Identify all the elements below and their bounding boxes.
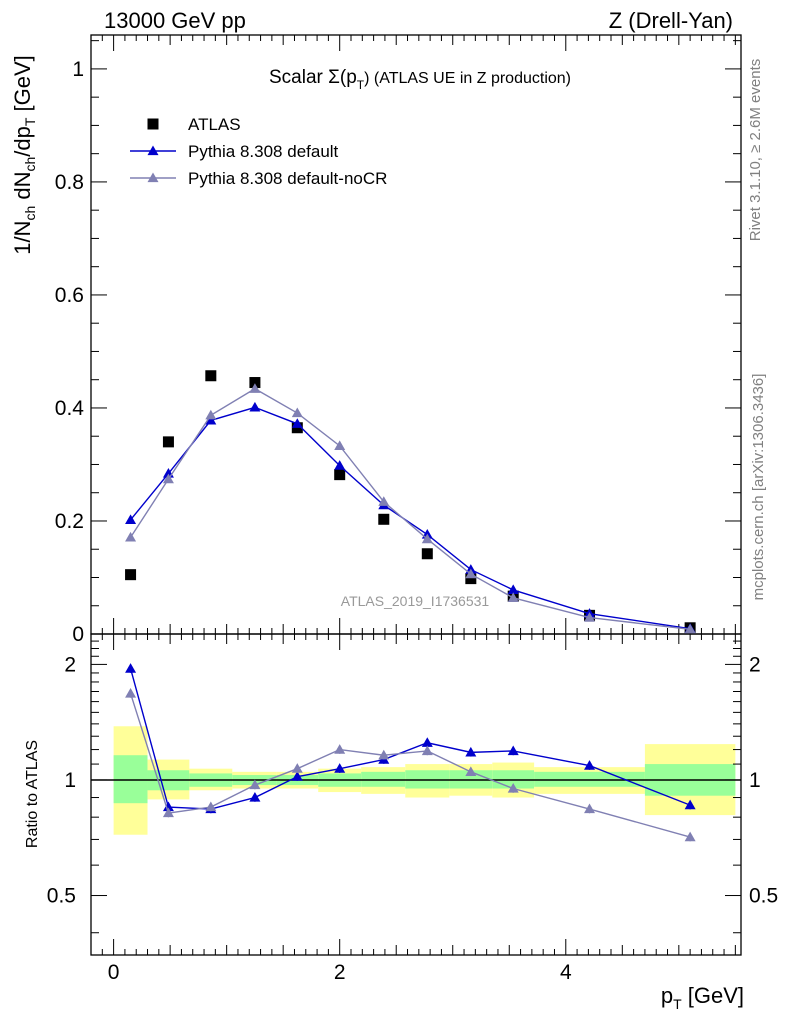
ratio-1-point-5 — [334, 763, 346, 773]
series-0-point-5 — [334, 469, 346, 481]
series-line-1 — [130, 406, 691, 630]
series-0-point-8 — [465, 573, 477, 585]
series-line-2 — [129, 387, 691, 631]
legend-marker-1 — [147, 145, 159, 156]
ratio-tick-label-left-2: 2 — [64, 653, 76, 676]
side-text-bottom: mcplots.cern.ch [arXiv:1306.3436] — [750, 374, 767, 601]
ratio-2-point-8 — [465, 766, 477, 776]
series-0-point-3 — [249, 377, 261, 389]
y-tick-label-2: 0.4 — [55, 397, 85, 420]
series-0-point-6 — [378, 513, 390, 525]
series-1-point-9 — [507, 584, 519, 595]
series-2-point-0 — [125, 531, 137, 542]
ratio-1-point-3 — [249, 792, 261, 802]
y-tick-label-4: 0.8 — [55, 171, 84, 194]
x-tick-label-2: 2 — [334, 961, 346, 984]
series-0-point-7 — [421, 548, 433, 560]
ratio-2-point-6 — [378, 749, 390, 760]
x-tick-label-0: 0 — [108, 961, 120, 984]
ratio-2-point-1 — [162, 807, 174, 818]
series-2-point-11 — [684, 623, 696, 634]
y-tick-label-0: 0 — [72, 623, 84, 646]
series-2-point-9 — [507, 592, 519, 602]
y-tick-label-3: 0.6 — [55, 284, 84, 307]
ratio-2-point-0 — [125, 687, 137, 698]
legend-label-0: ATLAS — [188, 115, 241, 134]
ratio-2-point-7 — [421, 745, 433, 756]
ratio-1-point-7 — [421, 737, 433, 747]
series-1-point-2 — [205, 414, 217, 425]
header-left: 13000 GeV pp — [104, 8, 246, 33]
series-2-point-4 — [291, 407, 303, 418]
data-marks — [125, 370, 696, 842]
y-tick-label-1: 0.2 — [55, 510, 84, 533]
side-text-top: Rivet 3.1.10, ≥ 2.6M events — [747, 59, 764, 242]
series-2-point-7 — [421, 533, 433, 544]
series-2-point-8 — [465, 568, 477, 579]
series-2-point-2 — [205, 409, 217, 420]
ratio-1-point-11 — [684, 799, 696, 810]
legend: ATLAS Pythia 8.308 default Pythia 8.308 de… — [130, 115, 387, 188]
x-axis-label: pT [GeV] — [661, 983, 744, 1012]
ratio-tick-label-left-0: 0.5 — [47, 885, 76, 908]
legend-label-1: Pythia 8.308 default — [188, 142, 339, 161]
y-tick-label-5: 1 — [72, 58, 84, 81]
ratio-line-2 — [129, 693, 691, 838]
ratio-1-point-1 — [162, 801, 174, 812]
series-0-point-2 — [205, 370, 217, 382]
ratio-tick-label-right-2: 2 — [749, 653, 761, 676]
series-1-point-3 — [249, 401, 261, 412]
ratio-2-point-2 — [205, 801, 217, 812]
x-tick-label-4: 4 — [560, 961, 572, 984]
ratio-uncertainty-bands — [91, 726, 741, 835]
ratio-1-point-9 — [507, 745, 519, 756]
ratio-2-point-5 — [334, 744, 346, 754]
series-0-point-0 — [125, 569, 137, 581]
ratio-tick-label-left-1: 1 — [64, 769, 76, 792]
ratio-2-point-11 — [684, 831, 696, 842]
ratio-1-point-0 — [125, 663, 137, 673]
ratio-2-point-10 — [584, 803, 596, 814]
ratio-1-point-10 — [584, 760, 596, 770]
ratio-2-point-9 — [507, 783, 519, 793]
legend-marker-2 — [147, 172, 159, 183]
chart-title: Scalar Σ(pT) (ATLAS UE in Z production) — [269, 67, 571, 92]
watermark: ATLAS_2019_I1736531 — [341, 593, 490, 609]
series-0-point-1 — [162, 436, 174, 448]
legend-marker-0 — [147, 118, 159, 130]
y-axis-label: 1/Nch dNch/dpT [GeV] — [10, 55, 38, 255]
series-2-point-5 — [334, 440, 346, 450]
series-1-point-4 — [291, 418, 303, 428]
axes: 0 2 4 0 0.2 0.4 0.6 0.8 1 0.5 0.5 1 1 2 2 — [47, 34, 778, 984]
series-2-point-3 — [249, 383, 261, 393]
ratio-panel-frame — [90, 633, 742, 956]
ratio-2-point-3 — [249, 779, 261, 790]
series-1-point-5 — [334, 460, 346, 470]
series-2-point-6 — [378, 496, 390, 506]
header-right: Z (Drell-Yan) — [609, 8, 733, 33]
ratio-2-point-4 — [291, 763, 303, 773]
ratio-tick-label-right-0: 0.5 — [749, 885, 778, 908]
series-2-point-1 — [162, 473, 174, 484]
legend-label-2: Pythia 8.308 default-noCR — [188, 169, 387, 188]
series-1-point-0 — [125, 514, 137, 524]
series-2-point-10 — [584, 612, 596, 622]
ratio-band-inner-0 — [113, 755, 148, 804]
ratio-tick-label-right-1: 1 — [749, 769, 761, 792]
ratio-y-axis-label: Ratio to ATLAS — [24, 740, 41, 848]
ratio-1-point-8 — [465, 746, 477, 757]
ratio-1-point-4 — [291, 771, 303, 781]
